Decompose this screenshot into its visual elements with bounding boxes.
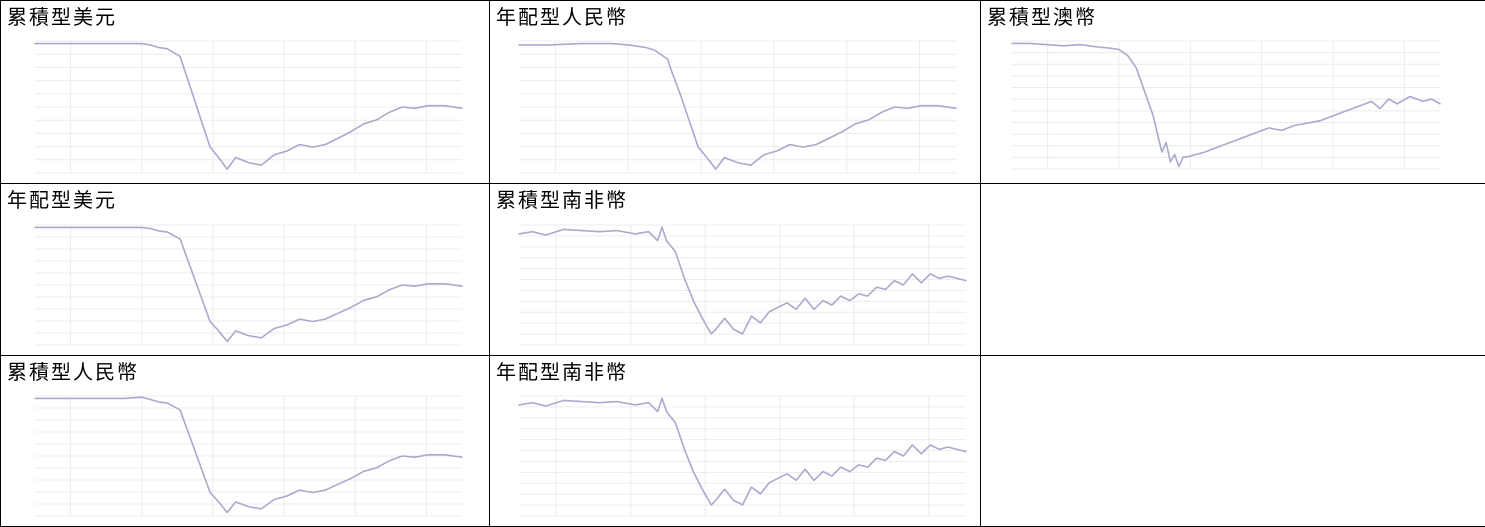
chart-title: 累積型人民幣 xyxy=(7,360,139,384)
chart-title: 累積型澳幣 xyxy=(987,5,1097,29)
chart-cumulative-usd xyxy=(11,37,466,183)
chart-annual-usd xyxy=(11,221,466,355)
chart-annual-cny xyxy=(495,37,960,183)
chart-title: 年配型美元 xyxy=(7,188,117,212)
chart-title: 年配型南非幣 xyxy=(496,360,628,384)
chart-annual-zar xyxy=(495,392,970,526)
cell-annual-cny: 年配型人民幣 xyxy=(490,1,981,184)
chart-title: 累積型美元 xyxy=(7,5,117,29)
chart-cumulative-aud xyxy=(988,37,1444,179)
cell-annual-usd: 年配型美元 xyxy=(1,184,490,356)
series-line xyxy=(1012,43,1440,166)
chart-cumulative-cny xyxy=(11,392,466,526)
cell-cumulative-aud: 累積型澳幣 xyxy=(981,1,1485,184)
chart-title: 年配型人民幣 xyxy=(496,5,628,29)
chart-title: 累積型南非幣 xyxy=(496,188,628,212)
series-line xyxy=(519,44,956,170)
series-line xyxy=(35,397,462,512)
chart-cumulative-zar xyxy=(495,221,970,355)
series-line xyxy=(519,227,966,334)
empty-cell xyxy=(981,184,1485,356)
series-line xyxy=(519,398,966,505)
cell-cumulative-zar: 累積型南非幣 xyxy=(490,184,981,356)
series-line xyxy=(35,227,462,341)
cell-annual-zar: 年配型南非幣 xyxy=(490,356,981,527)
series-line xyxy=(35,44,462,170)
cell-cumulative-cny: 累積型人民幣 xyxy=(1,356,490,527)
cell-cumulative-usd: 累積型美元 xyxy=(1,1,490,184)
empty-cell xyxy=(981,356,1485,527)
